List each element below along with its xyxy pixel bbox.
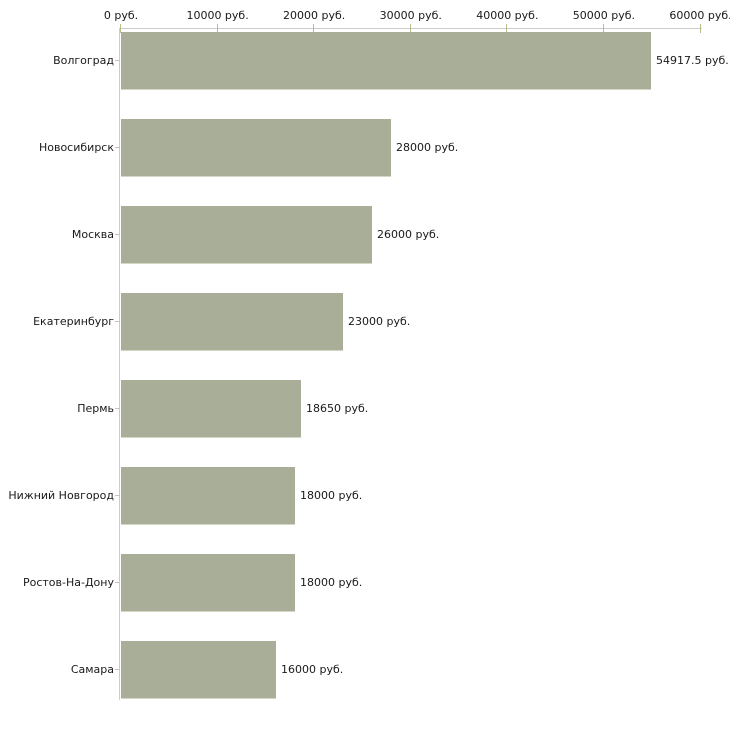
y-axis-tick bbox=[115, 669, 120, 670]
value-label: 18650 руб. bbox=[306, 402, 369, 415]
x-axis-tick-label: 0 руб. bbox=[103, 9, 139, 22]
x-axis-tick bbox=[217, 24, 218, 33]
category-label: Москва bbox=[71, 228, 114, 241]
y-axis-tick bbox=[115, 147, 120, 148]
x-axis-tick bbox=[313, 24, 314, 33]
x-axis-tick bbox=[603, 24, 604, 33]
category-label: Волгоград bbox=[53, 54, 114, 67]
x-axis-tick-label: 60000 руб. bbox=[669, 9, 730, 22]
category-label: Ростов-На-Дону bbox=[22, 576, 114, 589]
y-axis-tick bbox=[115, 234, 120, 235]
y-axis-tick bbox=[115, 60, 120, 61]
y-axis-tick bbox=[115, 408, 120, 409]
bar bbox=[121, 554, 295, 612]
category-label: Нижний Новгород bbox=[8, 489, 114, 502]
value-label: 23000 руб. bbox=[348, 315, 411, 328]
category-label: Пермь bbox=[77, 402, 114, 415]
category-label: Екатеринбург bbox=[33, 315, 114, 328]
value-label: 26000 руб. bbox=[377, 228, 440, 241]
x-axis-tick-label: 10000 руб. bbox=[186, 9, 249, 22]
y-axis-line bbox=[119, 28, 120, 700]
x-axis-tick-label: 20000 руб. bbox=[283, 9, 346, 22]
value-label: 18000 руб. bbox=[300, 489, 363, 502]
x-axis-tick-label: 30000 руб. bbox=[379, 9, 442, 22]
category-label: Самара bbox=[70, 663, 114, 676]
bar bbox=[121, 206, 372, 264]
y-axis-tick bbox=[115, 321, 120, 322]
bar bbox=[121, 467, 295, 525]
y-axis-tick bbox=[115, 582, 120, 583]
x-axis-tick bbox=[120, 24, 121, 33]
bar bbox=[121, 32, 651, 90]
x-axis-tick-label: 40000 руб. bbox=[476, 9, 539, 22]
x-axis-tick bbox=[700, 24, 701, 33]
bar bbox=[121, 641, 276, 699]
bar bbox=[121, 119, 391, 177]
category-label: Новосибирск bbox=[38, 141, 114, 154]
value-label: 18000 руб. bbox=[300, 576, 363, 589]
bar bbox=[121, 293, 343, 351]
value-label: 16000 руб. bbox=[281, 663, 344, 676]
x-axis-tick bbox=[410, 24, 411, 33]
x-axis-tick bbox=[506, 24, 507, 33]
bar bbox=[121, 380, 301, 438]
x-axis-tick-label: 50000 руб. bbox=[572, 9, 636, 22]
value-label: 54917.5 руб. bbox=[656, 54, 729, 67]
y-axis-tick bbox=[115, 495, 120, 496]
value-label: 28000 руб. bbox=[396, 141, 459, 154]
